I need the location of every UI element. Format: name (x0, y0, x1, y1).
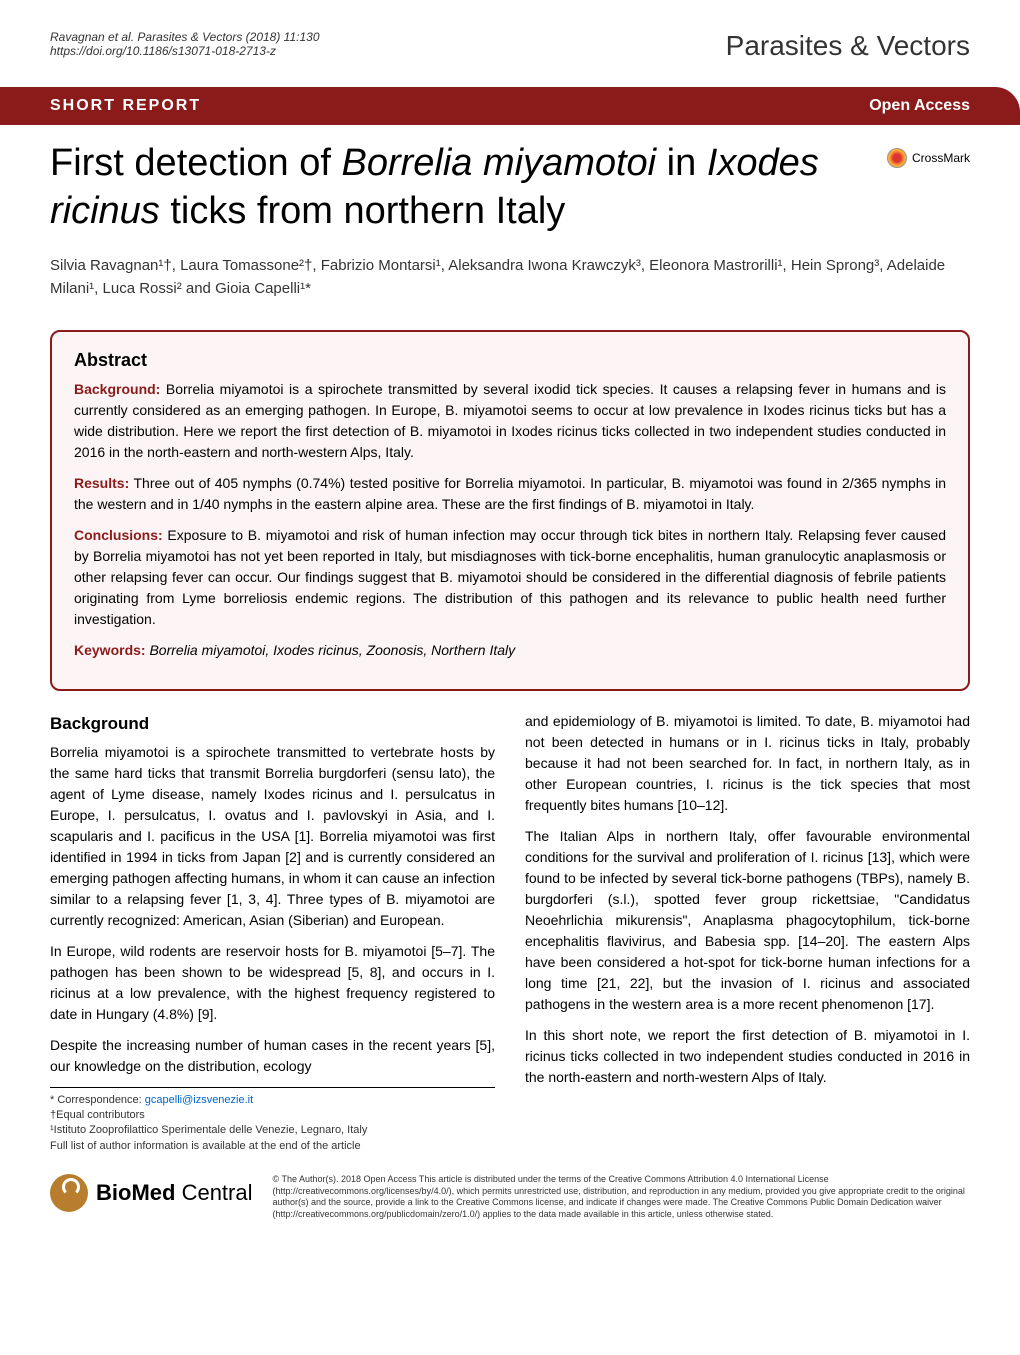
body-p6: In this short note, we report the first … (525, 1025, 970, 1088)
abstract-heading: Abstract (74, 350, 946, 371)
citation: Ravagnan et al. Parasites & Vectors (201… (50, 30, 320, 44)
column-left: Background Borrelia miyamotoi is a spiro… (50, 711, 495, 1154)
license-text: © The Author(s). 2018 Open Access This a… (273, 1174, 971, 1221)
body-columns: Background Borrelia miyamotoi is a spiro… (0, 711, 1020, 1154)
title-part1: First detection of (50, 142, 341, 184)
correspondence-line3: ¹Istituto Zooprofilattico Sperimentale d… (50, 1123, 495, 1138)
conclusions-label: Conclusions: (74, 527, 163, 543)
correspondence-block: * Correspondence: gcapelli@izsvenezie.it… (50, 1087, 495, 1155)
results-label: Results: (74, 475, 129, 491)
bmc-icon (50, 1174, 88, 1212)
page-header: Ravagnan et al. Parasites & Vectors (201… (0, 0, 1020, 72)
doi: https://doi.org/10.1186/s13071-018-2713-… (50, 44, 320, 58)
background-label: Background: (74, 381, 160, 397)
title-part2: in (656, 142, 707, 184)
keywords-label: Keywords: (74, 642, 146, 658)
corr-label: * Correspondence: (50, 1094, 145, 1106)
abstract-box: Abstract Background: Borrelia miyamotoi … (50, 330, 970, 691)
correspondence-email[interactable]: gcapelli@izsvenezie.it (145, 1094, 253, 1106)
page-footer: BioMed Central © The Author(s). 2018 Ope… (0, 1154, 1020, 1251)
abstract-background: Background: Borrelia miyamotoi is a spir… (74, 379, 946, 463)
body-p5: The Italian Alps in northern Italy, offe… (525, 826, 970, 1015)
column-right: and epidemiology of B. miyamotoi is limi… (525, 711, 970, 1154)
background-heading: Background (50, 711, 495, 737)
keywords-text: Borrelia miyamotoi, Ixodes ricinus, Zoon… (146, 642, 516, 658)
citation-block: Ravagnan et al. Parasites & Vectors (201… (50, 30, 320, 58)
correspondence-line4: Full list of author information is avail… (50, 1139, 495, 1154)
biomed-central-logo: BioMed Central (50, 1174, 253, 1212)
abstract-keywords: Keywords: Borrelia miyamotoi, Ixodes ric… (74, 640, 946, 661)
article-title: First detection of Borrelia miyamotoi in… (50, 140, 867, 235)
crossmark-badge[interactable]: CrossMark (887, 148, 970, 168)
crossmark-label: CrossMark (912, 151, 970, 165)
bmc-bold: BioMed (96, 1180, 175, 1205)
title-row: First detection of Borrelia miyamotoi in… (0, 125, 1020, 245)
body-p4: and epidemiology of B. miyamotoi is limi… (525, 711, 970, 816)
body-p3: Despite the increasing number of human c… (50, 1035, 495, 1077)
conclusions-text: Exposure to B. miyamotoi and risk of hum… (74, 527, 946, 627)
header-row: Ravagnan et al. Parasites & Vectors (201… (50, 30, 970, 62)
title-em1: Borrelia miyamotoi (341, 142, 656, 184)
abstract-conclusions: Conclusions: Exposure to B. miyamotoi an… (74, 525, 946, 630)
body-p1: Borrelia miyamotoi is a spirochete trans… (50, 742, 495, 931)
crossmark-icon (887, 148, 907, 168)
article-type-bar: SHORT REPORT Open Access (0, 87, 1020, 125)
journal-name: Parasites & Vectors (726, 30, 970, 62)
correspondence-line2: †Equal contributors (50, 1108, 495, 1123)
bmc-text: BioMed Central (96, 1180, 253, 1206)
title-part3: ticks from northern Italy (160, 190, 565, 232)
open-access-badge: Open Access (869, 97, 970, 115)
background-text: Borrelia miyamotoi is a spirochete trans… (74, 381, 946, 460)
article-type: SHORT REPORT (50, 97, 201, 115)
results-text: Three out of 405 nymphs (0.74%) tested p… (74, 475, 946, 512)
correspondence-line1: * Correspondence: gcapelli@izsvenezie.it (50, 1093, 495, 1108)
bmc-light: Central (175, 1180, 252, 1205)
abstract-results: Results: Three out of 405 nymphs (0.74%)… (74, 473, 946, 515)
author-list: Silvia Ravagnan¹†, Laura Tomassone²†, Fa… (0, 245, 1020, 310)
body-p2: In Europe, wild rodents are reservoir ho… (50, 941, 495, 1025)
